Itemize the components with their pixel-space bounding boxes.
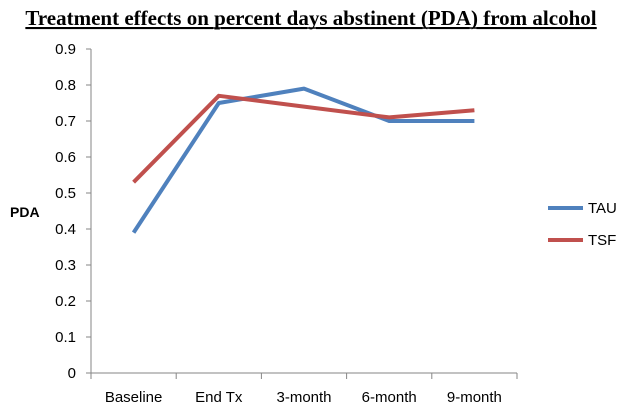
y-tick-label: 0.9 — [55, 41, 76, 58]
y-axis-label: PDA — [10, 204, 40, 220]
x-tick-label: 6-month — [362, 389, 417, 406]
y-tick-label: 0.5 — [55, 185, 76, 202]
series-lines — [131, 86, 475, 234]
legend-label-tsf: TSF — [588, 232, 616, 249]
y-tick-label: 0 — [68, 365, 76, 382]
y-tick-label: 0.2 — [55, 293, 76, 310]
y-tick-label: 0.7 — [55, 113, 76, 130]
x-tick-label: 9-month — [447, 389, 502, 406]
legend: TAU TSF — [548, 200, 617, 249]
y-tick-label: 0.3 — [55, 257, 76, 274]
series-line-tsf — [132, 93, 475, 184]
x-tick-label: End Tx — [195, 389, 243, 406]
y-axis: 0 0.1 0.2 0.3 0.4 0.5 0.6 0.7 0.8 0.9 — [55, 41, 92, 382]
y-tick-label: 0.6 — [55, 149, 76, 166]
y-tick-label: 0.8 — [55, 77, 76, 94]
x-axis: Baseline End Tx 3-month 6-month 9-month — [90, 372, 518, 406]
y-tick-label: 0.1 — [55, 329, 76, 346]
chart-title: Treatment effects on percent days abstin… — [25, 6, 596, 30]
legend-label-tau: TAU — [588, 200, 617, 217]
series-line-tau — [131, 86, 475, 234]
y-tick-label: 0.4 — [55, 221, 76, 238]
x-tick-label: 3-month — [276, 389, 331, 406]
x-tick-label: Baseline — [105, 389, 163, 406]
